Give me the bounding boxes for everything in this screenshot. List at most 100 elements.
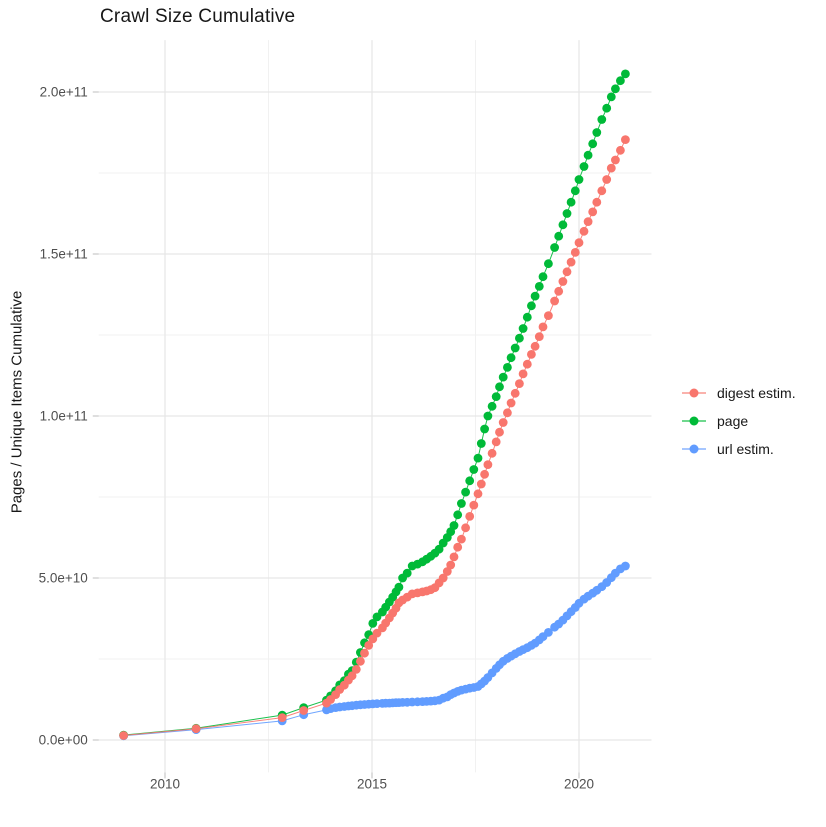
series-digest-point (503, 408, 512, 418)
series-digest-point (449, 552, 459, 562)
series-page-point (538, 272, 548, 282)
series-page-point (518, 324, 528, 333)
series-page-point (487, 401, 497, 411)
series-page-point (606, 92, 616, 102)
series-digest-point (351, 665, 361, 674)
series-digest-point (558, 277, 568, 286)
series-page-point (453, 510, 463, 520)
y-axis-label: 1.5e+11 (40, 247, 88, 262)
series-page-point (534, 282, 544, 291)
series-digest-point (602, 175, 612, 184)
series-digest-point (498, 418, 508, 427)
series-page-point (503, 363, 512, 372)
series-digest-point (442, 567, 452, 576)
series-page-point (483, 411, 493, 421)
series-page-point (554, 231, 564, 241)
series-digest-point (606, 163, 616, 173)
series-digest-point (527, 350, 536, 359)
series-digest-point (461, 523, 470, 533)
series-digest-point (597, 186, 607, 196)
series-digest-point (550, 296, 559, 306)
series-page-point (583, 150, 593, 160)
series-digest-point (438, 573, 448, 583)
series-page-point (506, 353, 516, 363)
series-digest-point (446, 560, 456, 570)
series-page-point (522, 312, 532, 322)
series-page-point (469, 465, 479, 474)
series-digest-point (574, 238, 584, 248)
series-digest-point (611, 155, 620, 165)
series-page-point (402, 568, 412, 578)
series-page-point (611, 84, 620, 94)
series-digest-point (534, 332, 544, 341)
series-page-point (495, 382, 504, 392)
series-page-point (368, 619, 378, 628)
series-digest-point (469, 500, 479, 510)
series-digest-point (554, 286, 564, 296)
series-digest-point (522, 359, 532, 369)
series-digest-point (495, 427, 504, 437)
series-digest-point (191, 724, 201, 734)
series-digest-point (491, 437, 501, 447)
series-page-point (616, 76, 625, 86)
series-digest-point (583, 217, 593, 227)
series-digest-point (518, 369, 528, 379)
x-axis-label: 2020 (564, 776, 594, 791)
legend-item-url-estim: url estim. (682, 435, 796, 463)
series-digest-line (123, 139, 626, 736)
series-page-point (574, 175, 584, 184)
series-digest-point (476, 479, 486, 489)
series-page-point (527, 301, 536, 311)
series-digest-point (588, 207, 598, 217)
legend-key-page-icon (682, 416, 706, 426)
series-page-point (597, 115, 607, 124)
y-axis-label: 1.0e+11 (40, 409, 88, 424)
series-page-point (491, 392, 501, 401)
x-axis-label: 2015 (357, 776, 387, 791)
series-digest-point (347, 671, 357, 681)
series-digest-point (277, 713, 287, 722)
x-axis-label: 2010 (150, 776, 180, 791)
series-page-point (558, 220, 568, 230)
series-page-point (498, 372, 508, 382)
legend-label-page: page (717, 413, 749, 429)
series-page-point (465, 476, 475, 486)
series-digest-point (480, 469, 489, 479)
series-digest-point (483, 460, 493, 469)
series-page-point (544, 259, 553, 269)
series-page-point (550, 243, 559, 252)
series-digest-point (473, 489, 483, 499)
series-page-point (473, 453, 483, 463)
legend-item-digest-estim: digest estim. (682, 379, 796, 407)
series-page-point (480, 424, 489, 434)
series-digest-point (566, 257, 576, 267)
y-axis-label: 5.0e+10 (39, 571, 88, 586)
series-digest-point (457, 534, 466, 544)
series-page-point (570, 186, 580, 196)
series-digest-point (592, 197, 602, 207)
legend: digest estim. page url estim. (682, 379, 796, 463)
series-digest-point (621, 135, 630, 145)
series-page-point (621, 69, 630, 79)
chart-title: Crawl Size Cumulative (100, 6, 296, 27)
series-digest-point (506, 398, 516, 408)
series-page-point (588, 139, 598, 149)
series-digest-point (487, 448, 497, 458)
series-page-point (602, 103, 612, 113)
series-digest-point (579, 226, 589, 236)
series-page-point (515, 333, 524, 343)
series-digest-point (538, 322, 548, 332)
series-page-point (510, 343, 520, 353)
series-digest-point (515, 379, 524, 388)
series-digest-point (544, 311, 553, 320)
y-axis-label: 0.0e+00 (39, 733, 88, 748)
series-digest-point (356, 656, 365, 666)
series-page-point (579, 162, 589, 171)
series-page-point (566, 197, 576, 207)
series-page-point (476, 439, 486, 448)
legend-key-digest-icon (682, 388, 706, 398)
series-page-point (457, 499, 466, 508)
series-digest-point (562, 267, 572, 277)
series-digest-point (465, 512, 475, 521)
series-page-point (562, 209, 572, 218)
